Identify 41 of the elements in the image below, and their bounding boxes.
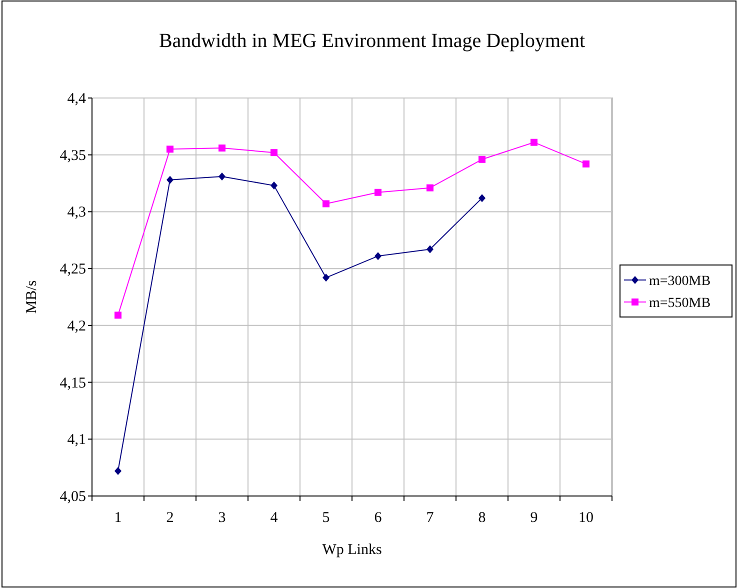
y-tick-label: 4,05	[60, 489, 86, 505]
point	[374, 188, 382, 196]
point	[478, 156, 486, 163]
y-tick-label: 4,25	[60, 262, 86, 278]
point	[374, 252, 382, 260]
point	[426, 245, 434, 254]
y-tick-label: 4,4	[67, 91, 86, 107]
y-tick-label: 4,1	[67, 432, 86, 448]
point	[270, 149, 278, 156]
point	[166, 146, 174, 153]
x-tick-label: 7	[426, 510, 434, 526]
point	[478, 194, 486, 202]
y-axis-title: MB/s	[24, 280, 40, 314]
x-tick-label: 10	[578, 510, 594, 526]
y-tick-label: 4,35	[60, 148, 86, 164]
y-tick-label: 4,3	[67, 204, 86, 221]
point	[322, 274, 330, 282]
point	[530, 138, 538, 146]
x-tick-label: 6	[374, 510, 382, 526]
legend-label: m=300MB	[649, 274, 711, 289]
point	[322, 200, 330, 208]
x-tick-label: 9	[530, 510, 538, 526]
x-tick-label: 4	[270, 510, 278, 526]
point	[582, 160, 590, 168]
x-tick-label: 8	[478, 510, 486, 526]
point	[114, 466, 122, 475]
point	[166, 176, 174, 184]
y-tick-label: 4,2	[67, 318, 86, 334]
x-axis-title: Wp Links	[322, 542, 382, 558]
legend-label: m=550MB	[649, 296, 711, 311]
point	[218, 172, 226, 180]
chart-title: Bandwidth in MEG Environment Image Deployment	[158, 30, 586, 52]
point	[114, 312, 122, 319]
x-tick-label: 3	[218, 510, 226, 526]
y-tick-label: 4,15	[60, 375, 86, 392]
point	[218, 144, 226, 152]
x-tick-label: 2	[166, 510, 174, 526]
point	[426, 184, 434, 192]
x-tick-label: 5	[322, 510, 330, 526]
x-tick-label: 1	[114, 510, 122, 526]
point	[270, 182, 278, 190]
